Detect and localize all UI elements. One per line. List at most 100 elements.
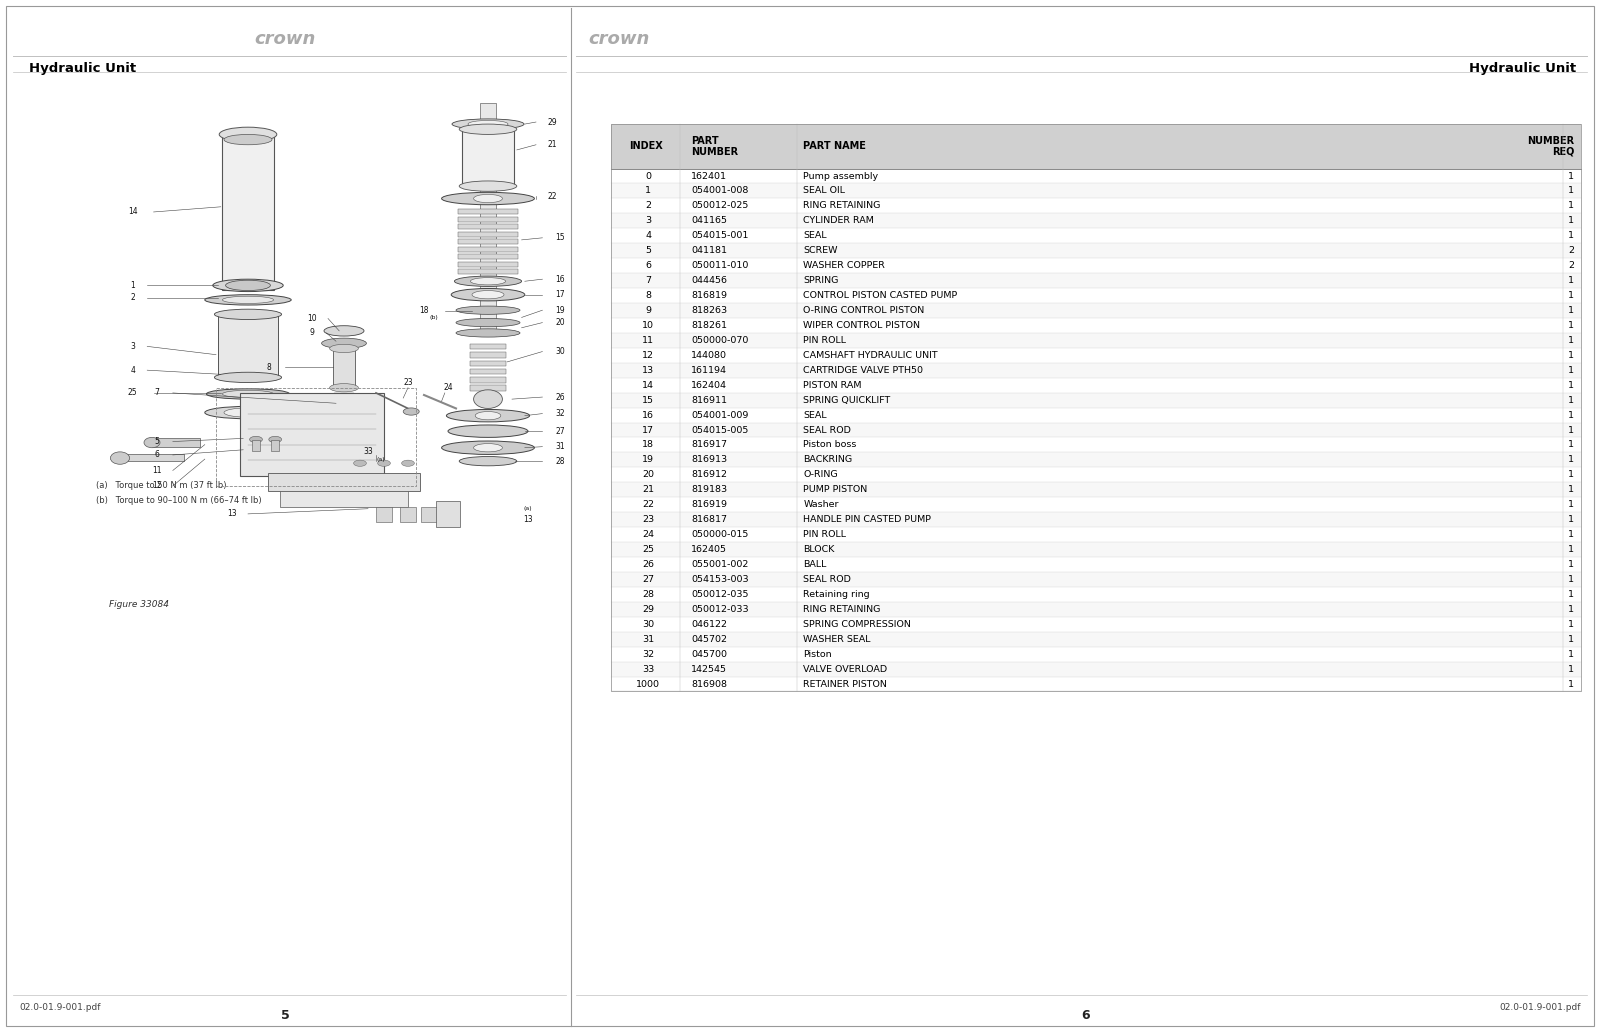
Text: 20: 20 bbox=[642, 470, 654, 480]
Text: 816819: 816819 bbox=[691, 291, 726, 300]
Bar bbox=[334, 398, 354, 402]
Text: 1000: 1000 bbox=[637, 679, 661, 689]
Text: SPRING: SPRING bbox=[803, 276, 838, 285]
Text: 1: 1 bbox=[1568, 635, 1574, 644]
Text: 050012-035: 050012-035 bbox=[691, 589, 749, 599]
Bar bbox=[376, 507, 392, 522]
Text: 9: 9 bbox=[309, 329, 315, 337]
Ellipse shape bbox=[446, 409, 530, 422]
Ellipse shape bbox=[330, 344, 358, 353]
Text: 1: 1 bbox=[645, 186, 651, 195]
Text: 33: 33 bbox=[642, 665, 654, 673]
Ellipse shape bbox=[214, 309, 282, 320]
Ellipse shape bbox=[442, 192, 534, 205]
Text: 1: 1 bbox=[1568, 321, 1574, 330]
Text: 12: 12 bbox=[152, 482, 162, 490]
Text: 13: 13 bbox=[227, 510, 237, 518]
Text: 5: 5 bbox=[282, 1009, 290, 1022]
Text: (a)   Torque to 50 N m (37 ft lb): (a) Torque to 50 N m (37 ft lb) bbox=[96, 482, 227, 490]
Text: 054015-001: 054015-001 bbox=[691, 232, 749, 240]
Text: 144080: 144080 bbox=[691, 351, 726, 360]
Text: 2: 2 bbox=[645, 202, 651, 210]
Bar bbox=[470, 353, 506, 358]
Bar bbox=[611, 482, 1581, 497]
Text: SEAL OIL: SEAL OIL bbox=[803, 186, 845, 195]
Text: 3: 3 bbox=[645, 216, 651, 225]
Text: CYLINDER RAM: CYLINDER RAM bbox=[803, 216, 874, 225]
Text: 050000-015: 050000-015 bbox=[691, 530, 749, 539]
Text: RING RETAINING: RING RETAINING bbox=[803, 202, 880, 210]
Bar bbox=[458, 232, 518, 237]
Bar bbox=[458, 224, 518, 230]
Bar bbox=[611, 542, 1581, 557]
Text: 32: 32 bbox=[555, 409, 565, 418]
Text: BALL: BALL bbox=[803, 560, 827, 569]
Text: 1: 1 bbox=[1568, 410, 1574, 420]
Bar bbox=[333, 348, 355, 388]
Ellipse shape bbox=[472, 291, 504, 299]
Text: 816817: 816817 bbox=[691, 515, 726, 524]
Ellipse shape bbox=[330, 384, 358, 392]
Bar bbox=[435, 501, 461, 527]
Bar bbox=[253, 440, 259, 451]
Bar bbox=[611, 124, 1581, 169]
Text: 1: 1 bbox=[1568, 455, 1574, 464]
Text: BACKRING: BACKRING bbox=[803, 455, 853, 464]
Text: 2: 2 bbox=[1568, 246, 1574, 255]
Bar bbox=[458, 217, 518, 221]
Ellipse shape bbox=[474, 194, 502, 203]
Text: 1: 1 bbox=[1568, 470, 1574, 480]
Bar bbox=[334, 415, 354, 419]
Bar bbox=[611, 199, 1581, 213]
Bar bbox=[611, 632, 1581, 646]
Text: 1: 1 bbox=[1568, 202, 1574, 210]
Text: 1: 1 bbox=[1568, 589, 1574, 599]
Text: 1: 1 bbox=[1568, 396, 1574, 404]
Text: WIPER CONTROL PISTON: WIPER CONTROL PISTON bbox=[803, 321, 920, 330]
Text: INDEX: INDEX bbox=[629, 142, 662, 151]
Bar bbox=[611, 169, 1581, 183]
Text: PUMP PISTON: PUMP PISTON bbox=[803, 485, 867, 494]
Ellipse shape bbox=[459, 457, 517, 465]
Text: 22: 22 bbox=[547, 192, 557, 201]
Bar bbox=[152, 438, 200, 447]
Text: PART
NUMBER: PART NUMBER bbox=[691, 135, 738, 157]
Text: 16: 16 bbox=[555, 275, 565, 283]
Text: 1: 1 bbox=[1568, 515, 1574, 524]
Text: (a): (a) bbox=[523, 507, 533, 511]
Text: 1: 1 bbox=[131, 281, 134, 290]
Text: 12: 12 bbox=[642, 351, 654, 360]
Text: 15: 15 bbox=[555, 234, 565, 242]
Bar bbox=[458, 254, 518, 260]
Text: 24: 24 bbox=[443, 384, 453, 392]
Bar bbox=[470, 377, 506, 383]
Text: 818263: 818263 bbox=[691, 306, 728, 315]
Ellipse shape bbox=[214, 372, 282, 383]
Text: 1: 1 bbox=[1568, 440, 1574, 450]
Bar bbox=[611, 333, 1581, 347]
Text: 162401: 162401 bbox=[691, 172, 726, 181]
Bar bbox=[611, 423, 1581, 437]
Text: 16: 16 bbox=[642, 410, 654, 420]
Text: RING RETAINING: RING RETAINING bbox=[803, 605, 880, 614]
Bar bbox=[222, 134, 274, 290]
Text: SEAL: SEAL bbox=[803, 232, 827, 240]
Text: 17: 17 bbox=[555, 291, 565, 299]
Text: 26: 26 bbox=[555, 393, 565, 401]
Ellipse shape bbox=[474, 390, 502, 408]
Text: (b): (b) bbox=[429, 315, 438, 320]
Bar bbox=[462, 129, 514, 186]
Text: 6: 6 bbox=[154, 451, 160, 459]
Bar bbox=[218, 314, 278, 377]
Text: CONTROL PISTON CASTED PUMP: CONTROL PISTON CASTED PUMP bbox=[803, 291, 957, 300]
Ellipse shape bbox=[219, 127, 277, 142]
Text: crown: crown bbox=[589, 30, 650, 49]
Ellipse shape bbox=[403, 407, 419, 416]
Text: 20: 20 bbox=[555, 318, 565, 327]
Text: 5: 5 bbox=[154, 437, 160, 446]
Ellipse shape bbox=[224, 407, 272, 418]
Text: PISTON RAM: PISTON RAM bbox=[803, 381, 862, 390]
Text: 1: 1 bbox=[1568, 619, 1574, 629]
Text: Pump assembly: Pump assembly bbox=[803, 172, 878, 181]
Text: 7: 7 bbox=[154, 389, 160, 397]
